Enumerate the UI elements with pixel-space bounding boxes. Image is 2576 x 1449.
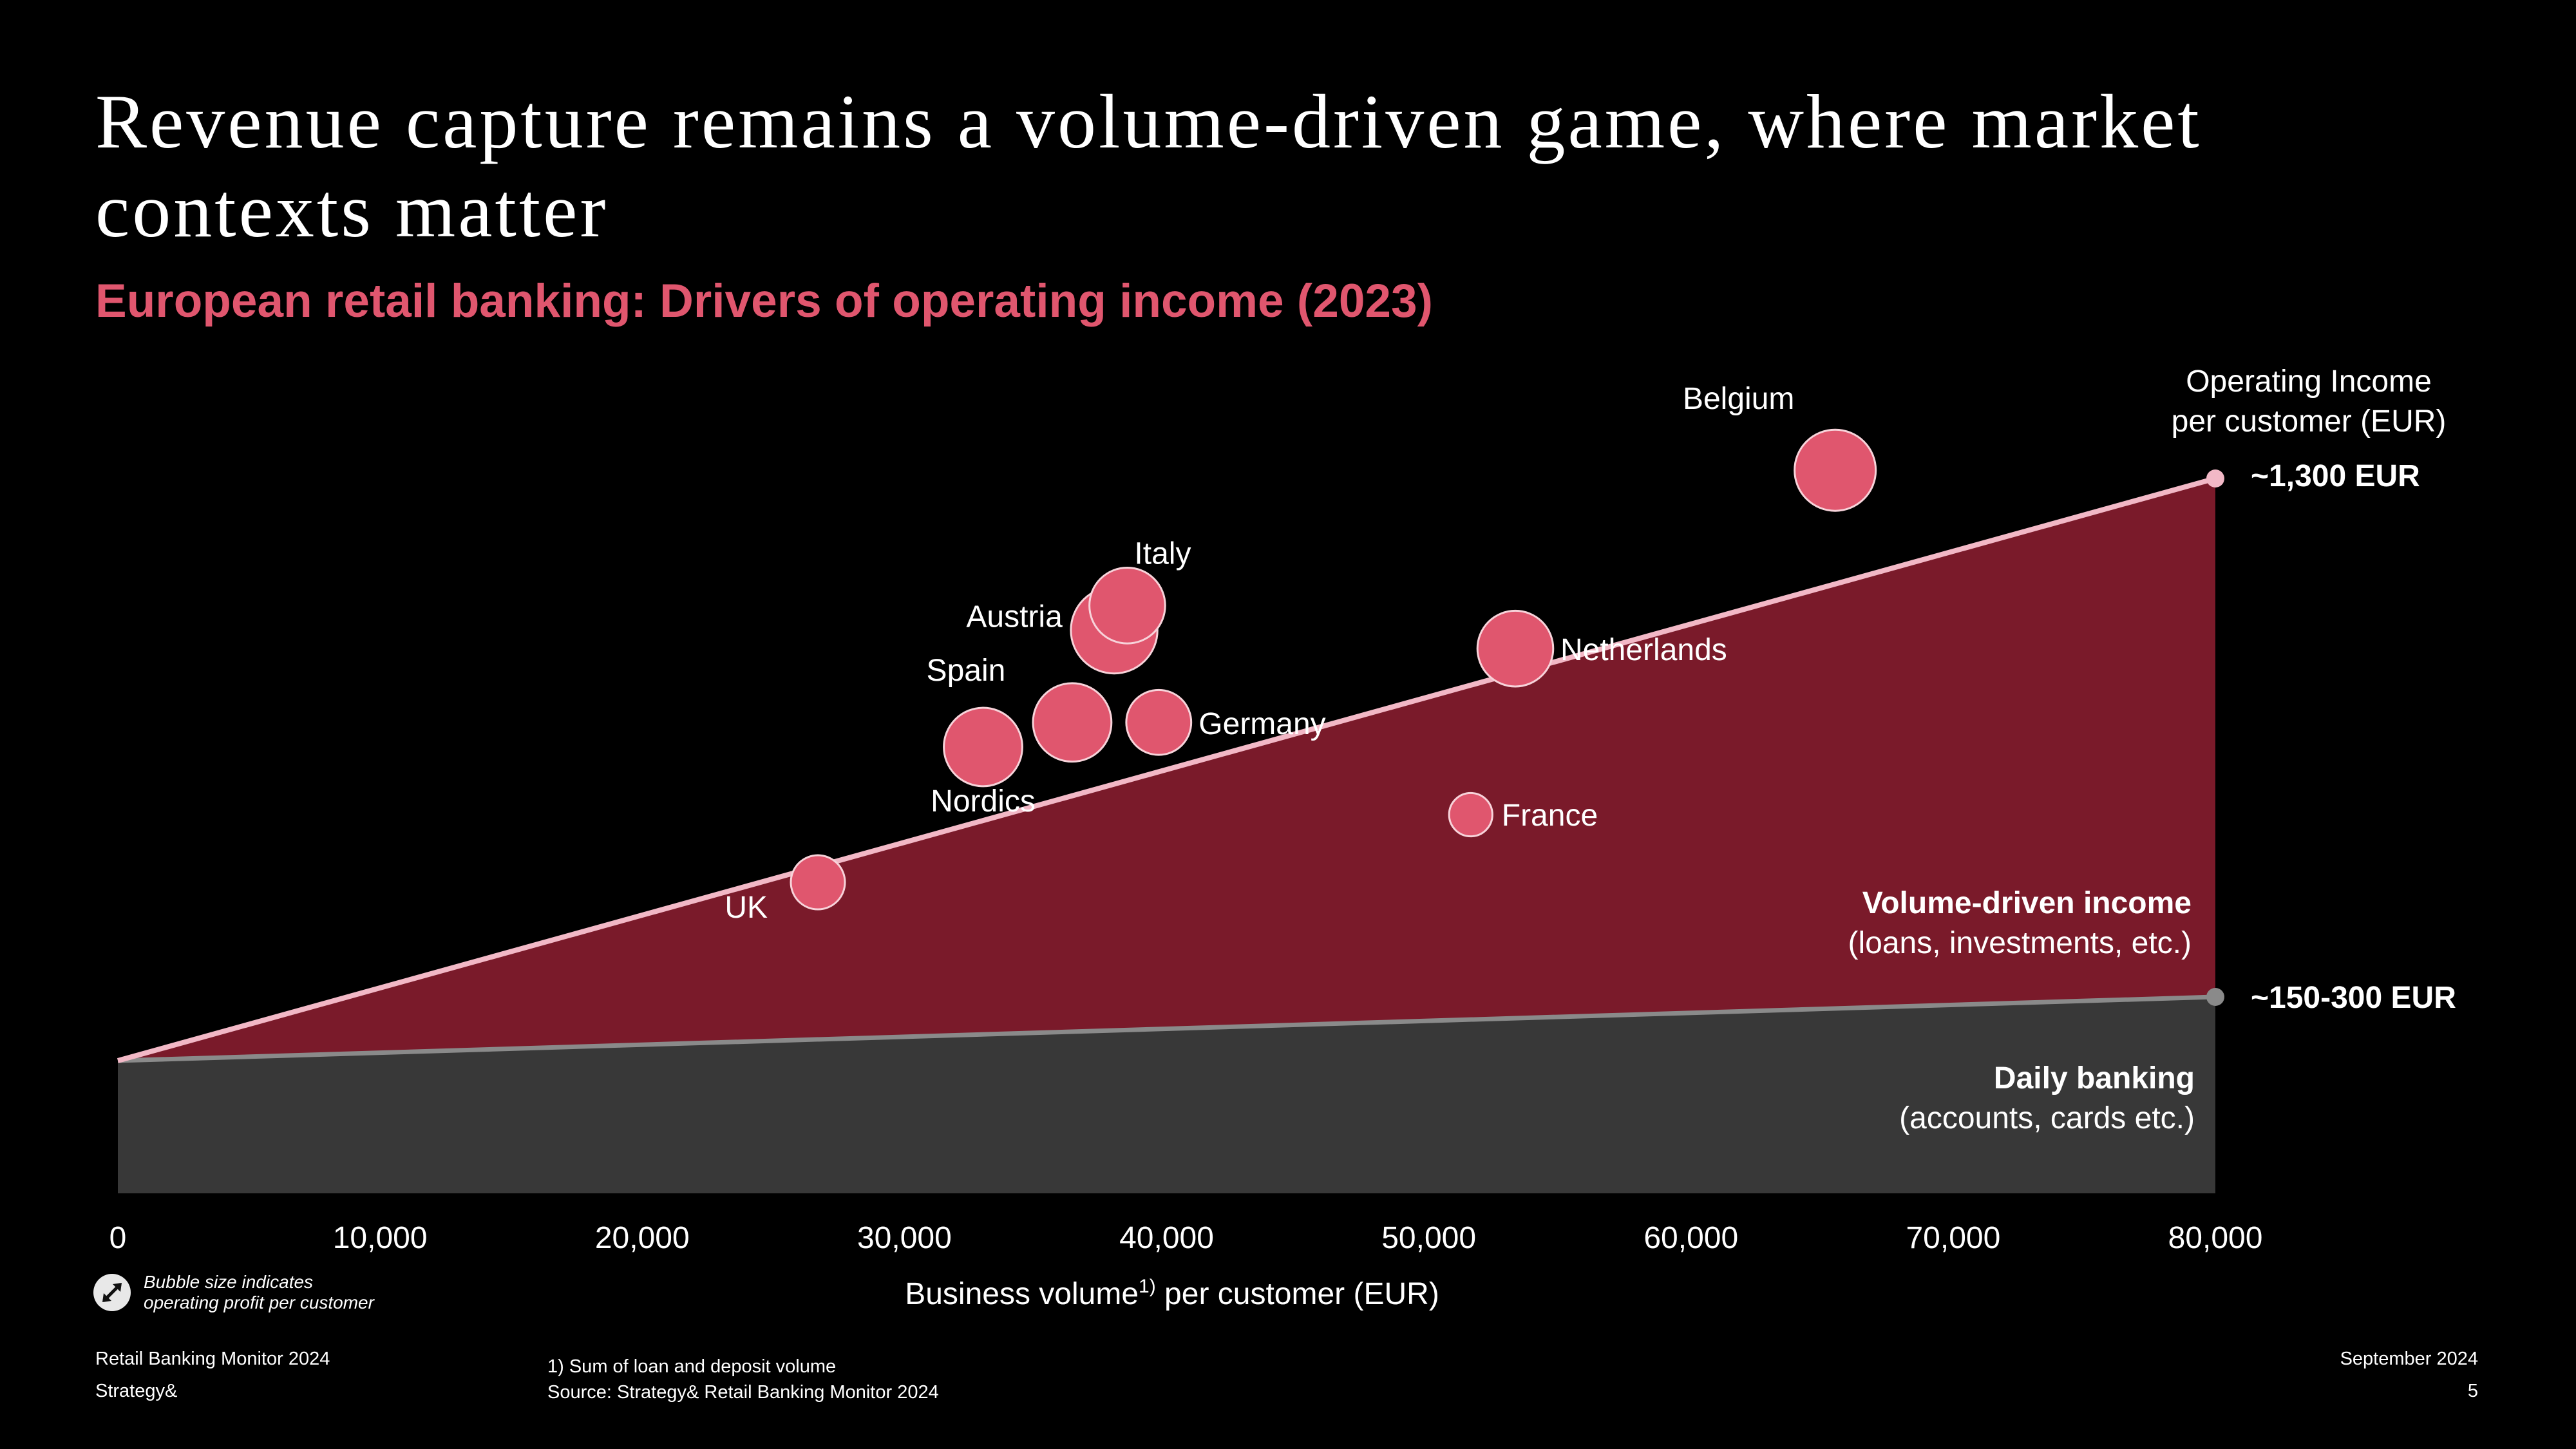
bubble-size-note: Bubble size indicates operating profit p… [93, 1272, 414, 1313]
volume-band-subtitle: (loans, investments, etc.) [1848, 926, 2192, 960]
upper-boundary-line [117, 476, 2217, 1063]
bubble-label-netherlands: Netherlands [1560, 633, 1727, 667]
bubble-label-france: France [1502, 799, 1598, 833]
bubble-uk [790, 854, 846, 911]
footer-notes: 1) Sum of loan and deposit volume Source… [547, 1354, 939, 1405]
bubble-note-line2: operating profit per customer [144, 1293, 374, 1312]
bubble-belgium [1794, 428, 1877, 512]
x-tick-label: 60,000 [1643, 1221, 1738, 1255]
bubble-label-uk: UK [724, 891, 768, 925]
footer-date: September 2024 [2340, 1349, 2478, 1369]
bubble-italy [1088, 567, 1166, 645]
bubble-label-spain: Spain [927, 654, 1006, 688]
bubble-label-austria: Austria [966, 600, 1063, 634]
x-tick-label: 0 [109, 1221, 127, 1255]
bubble-label-germany: Germany [1198, 707, 1325, 741]
x-tick-label: 50,000 [1381, 1221, 1476, 1255]
bubble-label-italy: Italy [1134, 536, 1191, 571]
bubble-france [1448, 791, 1493, 838]
volume-band-title: Volume-driven income [1862, 886, 2192, 920]
footnote: 1) Sum of loan and deposit volume [547, 1356, 837, 1377]
lower-end-label: ~150-300 EUR [2251, 981, 2456, 1015]
bubble-netherlands [1476, 609, 1555, 688]
lower-boundary-line [117, 994, 2216, 1063]
y-axis-label-line: per customer (EUR) [2172, 404, 2447, 439]
x-tick-label: 40,000 [1119, 1221, 1214, 1255]
upper-end-dot [2206, 469, 2224, 488]
x-axis-label: Business volume1) per customer (EUR) [905, 1276, 1439, 1311]
bubble-note-line1: Bubble size indicates [144, 1272, 314, 1292]
footer-report-name: Retail Banking Monitor 2024 [95, 1349, 330, 1369]
page-number: 5 [2467, 1381, 2478, 1401]
lower-end-dot [2206, 988, 2224, 1006]
x-tick-label: 70,000 [1906, 1221, 2000, 1255]
chart-bands: ~1,300 EUR ~150-300 EUR Volume-driven inco… [117, 365, 2456, 1193]
x-tick-label: 20,000 [595, 1221, 690, 1255]
diagonal-arrows-icon [93, 1274, 131, 1311]
page-title: Revenue capture remains a volume-driven … [95, 79, 2202, 253]
bubble-label-nordics: Nordics [931, 784, 1036, 819]
bubble-germany [1125, 688, 1193, 756]
footer-right: September 2024 5 [2340, 1346, 2478, 1404]
x-axis: 0 10,000 20,000 30,000 40,000 50,000 60,000 70,… [109, 1221, 2263, 1311]
chart-subtitle: European retail banking: Drivers of oper… [95, 275, 1433, 327]
y-axis-label-line: Operating Income [2186, 365, 2432, 399]
footer-brand: Strategy& [95, 1381, 178, 1401]
bubble-nordics [943, 706, 1023, 788]
bubble-layer [790, 428, 1877, 911]
x-tick-label: 30,000 [857, 1221, 952, 1255]
bubble-label-belgium: Belgium [1683, 382, 1794, 416]
x-tick-label: 80,000 [2168, 1221, 2263, 1255]
daily-band-subtitle: (accounts, cards etc.) [1899, 1101, 2195, 1135]
upper-end-label: ~1,300 EUR [2251, 459, 2420, 493]
daily-band-title: Daily banking [1994, 1061, 2195, 1095]
x-tick-label: 10,000 [333, 1221, 428, 1255]
annotation-layer: UK Nordics Spain Austria Italy Germany France N… [724, 382, 1794, 925]
bubble-spain [1032, 682, 1113, 763]
source-note: Source: Strategy& Retail Banking Monitor… [547, 1382, 939, 1403]
footer-left: Retail Banking Monitor 2024 Strategy& [95, 1346, 330, 1404]
